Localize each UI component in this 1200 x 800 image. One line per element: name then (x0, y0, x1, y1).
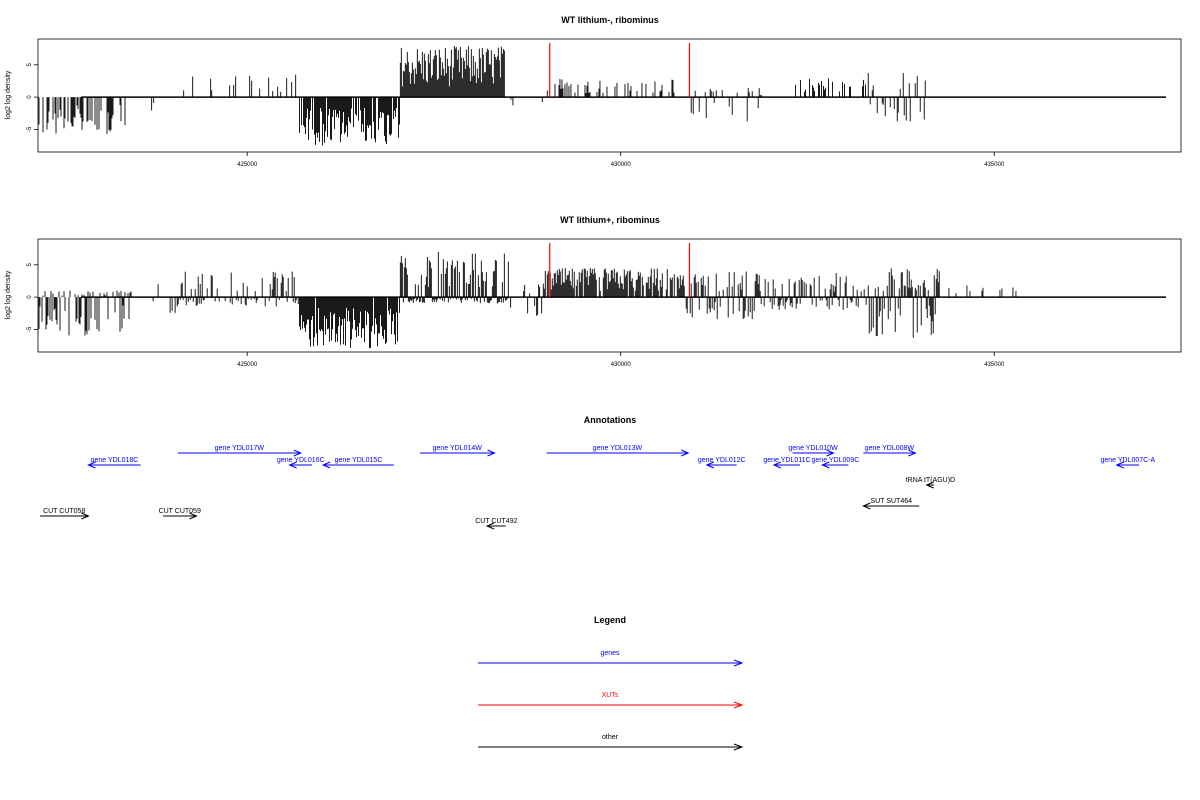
panel-1-title: WT lithium-, ribominus (561, 15, 659, 25)
annotation-arrowhead (705, 461, 715, 469)
annotation-feature: gene YDL013W (546, 445, 690, 457)
annotation-label: SUT SUT464 (871, 498, 913, 505)
annotation-arrowhead (487, 449, 496, 457)
x-tick-label: 435000 (984, 362, 1005, 368)
x-tick-label: 430000 (611, 362, 632, 368)
panel-1-xut-markers (549, 43, 691, 98)
annotation-label: CUT CUT059 (159, 508, 201, 515)
x-tick-label: 425000 (237, 362, 258, 368)
y-tick-label: 5 (27, 263, 33, 267)
x-tick-label: 430000 (611, 162, 632, 168)
annotation-label: tRNA tT(AGU)D (906, 477, 955, 484)
annotation-label: gene YDL012C (698, 457, 746, 464)
annotation-label: CUT CUT058 (43, 508, 85, 515)
annotation-arrowhead (288, 461, 297, 469)
annotation-feature: gene YDL018C (87, 457, 141, 469)
legend-label: other (602, 734, 619, 741)
annotation-label: gene YDL008W (865, 445, 915, 452)
annotation-arrowhead (826, 449, 835, 457)
coverage-panel-1: WT lithium-, ribominus log2 log density … (5, 15, 1182, 168)
panel-1-bars (38, 45, 926, 146)
legend-arrowhead (733, 659, 744, 667)
annotation-label: gene YDL011C (763, 457, 810, 464)
legend-panel: Legend genes XUTs other (478, 615, 744, 751)
y-tick-label: 0 (27, 95, 33, 99)
panel-1-y-axis: -5 0 5 (27, 63, 38, 132)
annotation-label: gene YDL007C-A (1100, 457, 1155, 464)
annotation-feature: gene YDL015C (321, 457, 394, 469)
annotation-arrowhead (321, 461, 331, 469)
panel-2-bars (38, 251, 1017, 349)
annotation-label: gene YDL018C (91, 457, 139, 464)
y-tick-label: -5 (27, 126, 33, 132)
annotation-arrowhead (485, 522, 495, 530)
panel-2-ylabel: log2 log density (5, 270, 12, 319)
panel-1-ylabel: log2 log density (5, 70, 12, 119)
legend-arrowhead (733, 743, 744, 751)
legend-arrowhead (733, 701, 744, 709)
annotation-label: gene YDL017W (215, 445, 265, 452)
annotation-features: gene YDL018C gene YDL017W gene YDL016C gene… (40, 445, 1156, 530)
annotation-feature: gene YDL009C (812, 457, 860, 469)
y-tick-label: 5 (27, 63, 33, 67)
annotation-feature: gene YDL008W (863, 445, 917, 457)
annotation-feature: gene YDL011C (763, 457, 811, 469)
x-tick-label: 425000 (237, 162, 258, 168)
panel-1-x-axis: 425000 430000 435000 (237, 152, 1005, 168)
annotation-feature: tRNA tT(AGU)D (906, 477, 955, 489)
legend-title: Legend (594, 615, 626, 625)
annotation-arrowhead (189, 512, 198, 520)
annotation-feature: gene YDL012C (698, 457, 746, 469)
annotation-feature: CUT CUT059 (159, 508, 201, 520)
panel-2-y-axis: -5 0 5 (27, 263, 38, 332)
annotation-arrowhead (772, 461, 782, 469)
x-tick-label: 435000 (984, 162, 1005, 168)
annotation-arrowhead (908, 449, 917, 457)
annotation-label: gene YDL010W (788, 445, 838, 452)
panel-2-title: WT lithium+, ribominus (560, 215, 660, 225)
legend-entry: genes (478, 650, 744, 667)
annotation-feature: gene YDL016C (277, 457, 325, 469)
panel-1-frame (37, 38, 1182, 153)
annotation-feature: gene YDL017W (177, 445, 303, 457)
legend-label: XUTs (602, 692, 619, 699)
legend-entries: genes XUTs other (478, 650, 744, 751)
y-tick-label: 0 (27, 295, 33, 299)
annotations-title: Annotations (584, 415, 637, 425)
annotation-arrowhead (293, 449, 303, 457)
annotation-arrowhead (87, 461, 96, 469)
annotation-arrowhead (862, 502, 871, 510)
legend-entry: XUTs (478, 692, 744, 709)
annotation-feature: CUT CUT058 (40, 508, 90, 520)
annotation-arrowhead (81, 512, 90, 520)
annotation-feature: SUT SUT464 (862, 498, 920, 510)
annotation-label: CUT CUT492 (475, 518, 517, 525)
annotation-feature: gene YDL010W (788, 445, 838, 457)
y-tick-label: -5 (27, 326, 33, 332)
legend-label: genes (600, 650, 620, 657)
annotation-feature: CUT CUT492 (475, 518, 518, 530)
annotation-arrowhead (1115, 461, 1124, 469)
annotation-arrowhead (925, 481, 934, 489)
panel-2-xut-markers (549, 243, 691, 298)
annotation-feature: gene YDL014W (420, 445, 496, 457)
annotation-feature: gene YDL007C-A (1100, 457, 1156, 469)
annotation-arrowhead (821, 461, 830, 469)
panel-2-x-axis: 425000 430000 435000 (237, 352, 1005, 368)
annotation-label: gene YDL013W (593, 445, 643, 452)
panel-2-frame (37, 238, 1182, 353)
annotation-label: gene YDL015C (335, 457, 383, 464)
coverage-panel-2: WT lithium+, ribominus log2 log density … (5, 215, 1182, 368)
annotation-label: gene YDL009C (812, 457, 860, 464)
annotation-label: gene YDL016C (277, 457, 325, 464)
annotation-arrowhead (681, 449, 690, 457)
annotation-label: gene YDL014W (433, 445, 483, 452)
legend-entry: other (478, 734, 744, 751)
